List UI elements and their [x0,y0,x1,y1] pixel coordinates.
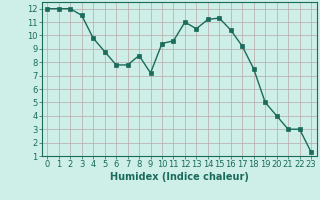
X-axis label: Humidex (Indice chaleur): Humidex (Indice chaleur) [110,172,249,182]
